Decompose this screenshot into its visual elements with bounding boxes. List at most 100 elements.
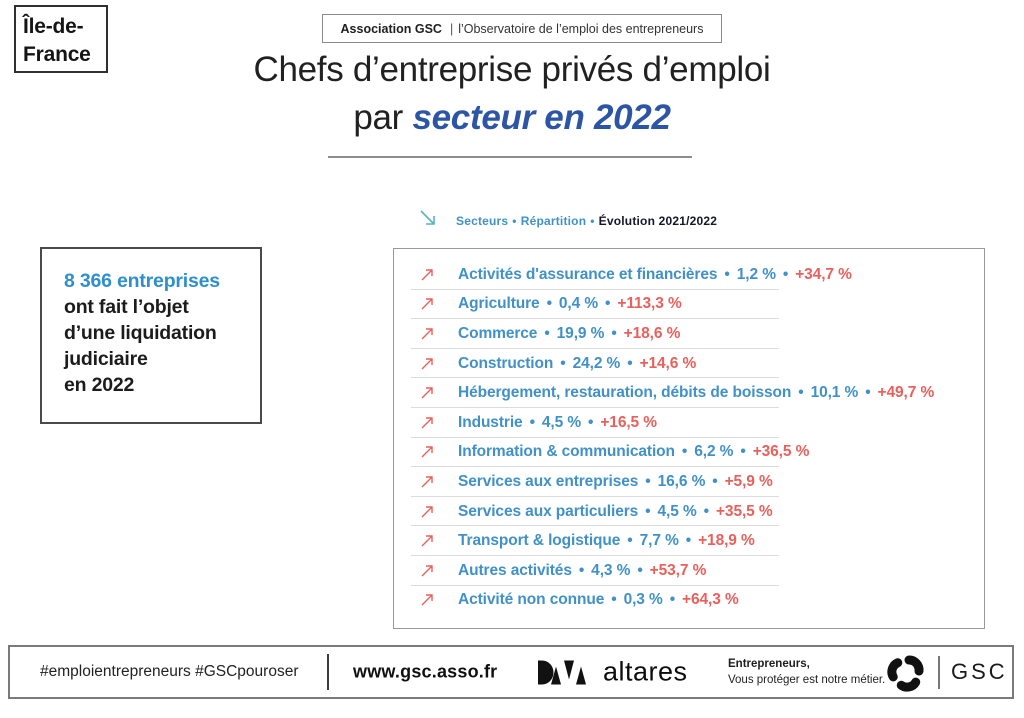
sector-evolution: +5,9 %: [724, 472, 773, 490]
highlight-line4: judiciaire: [64, 347, 148, 370]
sector-evolution: +18,6 %: [623, 324, 681, 342]
sector-evolution: +14,6 %: [639, 354, 697, 372]
sector-name: Industrie: [458, 413, 523, 431]
sector-row-text: Transport & logistique • 7,7 % • +18,9 %: [458, 532, 755, 550]
legend-bullet: •: [512, 214, 517, 228]
up-right-arrow-icon: [421, 328, 433, 340]
tagline-line1: Entrepreneurs,: [728, 657, 810, 670]
highlight-value: 8 366 entreprises: [64, 270, 220, 292]
sector-evolution: +35,5 %: [715, 502, 773, 520]
banner-org: Association GSC: [340, 21, 442, 36]
up-right-arrow-icon: [421, 505, 433, 518]
sector-row-text: Activités d'assurance et financières • 1,2…: [458, 266, 852, 284]
up-right-arrow-icon: [421, 476, 433, 488]
bullet-separator: •: [669, 591, 676, 609]
legend-evolution: Évolution 2021/2022: [598, 214, 718, 228]
region-badge-line1: Île-de-: [23, 15, 84, 38]
bullet-separator: •: [712, 472, 718, 490]
sector-row: Construction • 24,2 % • +14,6 %: [394, 349, 984, 379]
sector-name: Autres activités: [458, 561, 572, 579]
page-title-line1: Chefs d’entreprise privés d’emploi: [253, 50, 771, 89]
legend-repartition: Répartition: [520, 214, 587, 228]
sector-row-text: Autres activités • 4,3 % • +53,7 %: [458, 562, 706, 580]
bullet-separator: •: [703, 502, 709, 520]
sector-name: Information & communication: [458, 443, 675, 461]
region-badge-line2: France: [23, 42, 91, 66]
legend-secteurs: Secteurs: [456, 214, 509, 228]
sector-repartition: 0,4 %: [558, 295, 599, 313]
liquidation-highlight-box: 8 366 entreprises ont fait l’objet d’une…: [40, 247, 262, 424]
page-title-line2-prefix: par: [353, 98, 413, 138]
altares-logo: altares: [537, 657, 688, 688]
sector-row-text: Services aux particuliers • 4,5 % • +35,5 %: [458, 503, 773, 521]
sector-name: Construction: [458, 354, 554, 372]
sector-evolution: +64,3 %: [682, 591, 739, 609]
page-title: Chefs d’entreprise privés d’emploi par s…: [0, 46, 1024, 143]
altares-logo-icon: [538, 660, 586, 684]
up-right-arrow-icon: [421, 446, 433, 458]
sector-name: Agriculture: [458, 295, 540, 313]
sector-row-text: Hébergement, restauration, débits de boi…: [458, 384, 934, 402]
highlight-line5: en 2022: [64, 373, 135, 396]
sector-evolution: +49,7 %: [877, 384, 935, 402]
footer-bar: #emploientrepreneurs #GSCpouroser www.gs…: [8, 645, 1014, 699]
sector-name: Activités d'assurance et financières: [458, 265, 718, 283]
bullet-separator: •: [637, 561, 643, 579]
sector-repartition: 16,6 %: [657, 472, 706, 490]
sector-repartition: 19,9 %: [556, 324, 605, 342]
bullet-separator: •: [645, 472, 651, 490]
bullet-separator: •: [627, 354, 633, 372]
observatory-banner: Association GSC | l’Observatoire de l’em…: [322, 14, 722, 43]
sector-name: Services aux entreprises: [458, 472, 639, 490]
region-badge: Île-de- France: [14, 5, 108, 73]
footer-hashtags: #emploientrepreneurs #GSCpouroser: [40, 663, 299, 680]
sector-repartition: 0,3 %: [623, 591, 663, 609]
sector-row: Commerce • 19,9 % • +18,6 %: [394, 319, 984, 349]
up-right-arrow-icon: [421, 387, 433, 399]
altares-logo-label: altares: [603, 656, 688, 687]
bullet-separator: •: [605, 295, 611, 313]
sector-repartition: 6,2 %: [694, 443, 734, 461]
up-right-arrow-icon: [421, 535, 433, 547]
sector-repartition: 4,5 %: [657, 502, 697, 520]
sector-name: Activité non connue: [458, 591, 605, 609]
highlight-line2: ont fait l’objet: [64, 295, 189, 318]
bullet-separator: •: [611, 324, 617, 342]
gsc-tagline: Entrepreneurs, Vous protéger est notre m…: [728, 656, 885, 688]
up-right-arrow-icon: [421, 565, 433, 577]
page-title-line2: par secteur en 2022: [0, 94, 1024, 142]
title-underline: [328, 156, 692, 158]
bullet-separator: •: [544, 324, 550, 342]
gsc-logo-label: GSC: [951, 659, 1008, 684]
sector-name: Hébergement, restauration, débits de boi…: [458, 384, 792, 402]
sector-repartition: 4,3 %: [591, 561, 631, 579]
sector-row: Agriculture • 0,4 % • +113,3 %: [394, 290, 984, 320]
sector-evolution: +18,9 %: [698, 532, 755, 550]
bullet-separator: •: [529, 413, 535, 431]
page-title-highlight: secteur en 2022: [412, 98, 671, 138]
bullet-separator: •: [798, 384, 804, 402]
bullet-separator: •: [685, 532, 692, 550]
up-right-arrow-icon: [421, 269, 433, 281]
bullet-separator: •: [578, 561, 585, 579]
bullet-separator: •: [560, 354, 566, 372]
up-right-arrow-icon: [421, 594, 433, 606]
sector-row-text: Information & communication • 6,2 % • +36,5 …: [458, 443, 809, 461]
sector-row-text: Industrie • 4,5 % • +16,5 %: [458, 414, 657, 432]
gsc-pinwheel-icon: [887, 655, 924, 692]
up-right-arrow-icon: [421, 417, 433, 429]
bullet-separator: •: [627, 532, 633, 550]
sector-row: Services aux entreprises • 16,6 % • +5,9 %: [394, 467, 984, 497]
bullet-separator: •: [611, 591, 617, 609]
bullet-separator: •: [588, 413, 594, 431]
bullet-separator: •: [681, 443, 688, 461]
up-right-arrow-icon: [421, 357, 433, 370]
sector-row: Hébergement, restauration, débits de boi…: [394, 378, 984, 408]
sector-evolution: +36,5 %: [752, 443, 810, 461]
sector-row-text: Construction • 24,2 % • +14,6 %: [458, 355, 696, 373]
sector-evolution: +53,7 %: [649, 561, 707, 579]
bullet-separator: •: [645, 502, 651, 520]
website-link[interactable]: www.gsc.asso.fr: [353, 661, 498, 682]
sector-evolution: +34,7 %: [795, 265, 852, 283]
